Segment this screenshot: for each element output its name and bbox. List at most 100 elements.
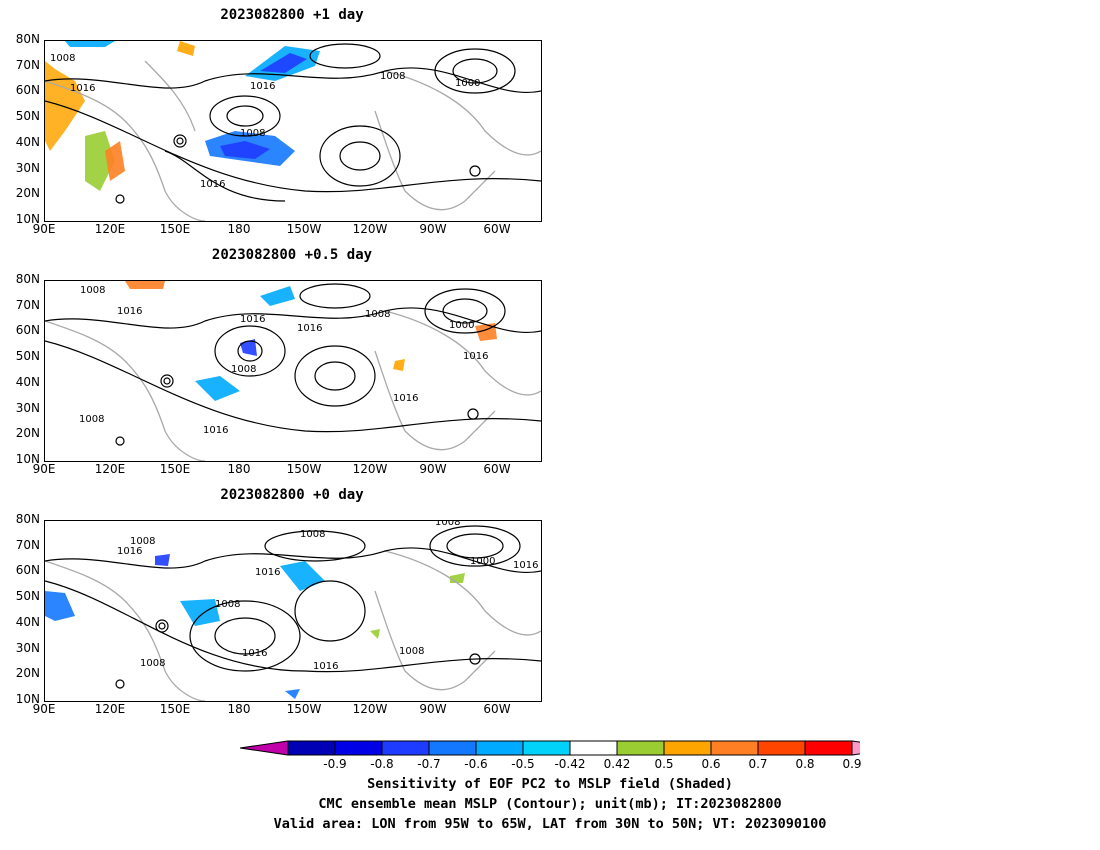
contour-label: 1008 [50, 53, 75, 64]
lat-tick-label: 30N [15, 400, 40, 415]
lat-tick-label: 80N [15, 32, 40, 46]
lon-tick-label: 120E [94, 462, 126, 476]
colorbar-box [804, 740, 853, 756]
contour-label: 1016 [513, 560, 538, 571]
lon-tick-label: 120E [94, 222, 126, 236]
contour-label: 1016 [200, 179, 225, 190]
colorbar-box [710, 740, 759, 756]
lon-tick-label: 60W [483, 222, 511, 236]
contour-label: 1016 [70, 83, 95, 94]
contour-label: 1008 [79, 414, 104, 425]
colorbar-box [381, 740, 430, 756]
map-panel-3: 1008 1016 1008 1016 1008 1016 1016 1008 … [44, 520, 542, 702]
contour-label: 1016 [250, 81, 275, 92]
lon-tick-label: 90E [32, 462, 56, 476]
lon-tick-label: 90W [419, 702, 447, 716]
lat-tick-label: 80N [15, 272, 40, 286]
contour-label: 1016 [117, 306, 142, 317]
colorbar-tick-label: 0.8 [795, 757, 815, 771]
lat-tick-label: 30N [15, 160, 40, 175]
lon-tick-label: 150E [159, 702, 191, 716]
map-panel-1: 1008 1016 1016 1008 1016 1000 1008 [44, 40, 542, 222]
contour-label: 1008 [399, 646, 424, 657]
colorbar-tick-label: -0.7 [417, 757, 441, 771]
lat-tick-label: 40N [15, 374, 40, 389]
contour-label: 1008 [300, 529, 325, 540]
contour-label: 1016 [393, 393, 418, 404]
lat-tick-label: 60N [15, 563, 40, 578]
lat-tick-label: 80N [15, 512, 40, 526]
contour-label: 1008 [215, 599, 240, 610]
lon-tick-label: 90E [32, 222, 56, 236]
lat-tick-label: 70N [15, 537, 40, 552]
contour-label: 1008 [80, 285, 105, 296]
lat-tick-label: 60N [15, 323, 40, 338]
colorbar-box [757, 740, 806, 756]
colorbar-tick-label: 0.42 [603, 757, 631, 771]
lat-tick-label: 50N [15, 109, 40, 124]
lat-tick-label: 10N [15, 691, 40, 706]
colorbar-box [428, 740, 477, 756]
colorbar-box [569, 740, 618, 756]
colorbar-arrow-right [851, 740, 860, 756]
contour-label: 1016 [463, 351, 488, 362]
map-plot-3: 1008 1016 1008 1016 1008 1016 1016 1008 … [45, 521, 541, 701]
colorbar-box [475, 740, 524, 756]
caption-line-2: CMC ensemble mean MSLP (Contour); unit(m… [318, 796, 782, 812]
lon-tick-label: 90W [419, 222, 447, 236]
contour-label: 1008 [231, 364, 256, 375]
panel-title-2: 2023082800 +0.5 day [211, 247, 373, 263]
colorbar-box [287, 740, 336, 756]
colorbar-box [616, 740, 665, 756]
colorbar-tick-label: -0.6 [464, 757, 488, 771]
colorbar-tick-label: -0.8 [370, 757, 394, 771]
lon-tick-label: 60W [483, 702, 511, 716]
lon-tick-label: 60W [483, 462, 511, 476]
lon-tick-label: 120W [352, 462, 388, 476]
lat-tick-label: 50N [15, 589, 40, 604]
panel-title-1: 2023082800 +1 day [220, 7, 364, 23]
contour-label: 1000 [455, 78, 480, 89]
contour-label: 1016 [297, 323, 322, 334]
lon-tick-label: 150W [286, 462, 322, 476]
colorbar-tick-label: -0.5 [511, 757, 535, 771]
contour-label: 1000 [449, 320, 474, 331]
contour-label: 1016 [117, 546, 142, 557]
lat-tick-label: 20N [15, 426, 40, 441]
contour-label: 1008 [435, 521, 460, 528]
contour-label: 1008 [240, 128, 265, 139]
lat-tick-label: 20N [15, 666, 40, 681]
caption-line-1: Sensitivity of EOF PC2 to MSLP field (Sh… [367, 776, 733, 792]
lat-tick-label: 10N [15, 451, 40, 466]
contour-label: 1000 [470, 556, 495, 567]
lat-tick-label: 70N [15, 297, 40, 312]
lon-tick-label: 90E [32, 702, 56, 716]
lon-tick-label: 150E [159, 222, 191, 236]
colorbar-box [522, 740, 571, 756]
lon-tick-label: 180 [227, 702, 251, 716]
colorbar-arrow-left [240, 740, 289, 756]
colorbar-tick-label: 0.6 [701, 757, 721, 771]
lat-tick-label: 70N [15, 57, 40, 72]
lat-tick-label: 40N [15, 134, 40, 149]
lon-tick-label: 90W [419, 462, 447, 476]
lat-tick-label: 60N [15, 83, 40, 98]
contour-label: 1008 [365, 309, 390, 320]
lon-tick-label: 150W [286, 702, 322, 716]
colorbar-tick-label: -0.9 [323, 757, 347, 771]
contour-label: 1008 [130, 536, 155, 547]
map-plot-1: 1008 1016 1016 1008 1016 1000 1008 [45, 41, 541, 221]
map-plot-2: 1008 1016 1016 1016 1008 1016 1008 1000 … [45, 281, 541, 461]
lon-tick-label: 120E [94, 702, 126, 716]
caption-line-3: Valid area: LON from 95W to 65W, LAT fro… [273, 816, 827, 832]
lat-tick-label: 30N [15, 640, 40, 655]
lat-tick-label: 20N [15, 186, 40, 201]
lon-tick-label: 120W [352, 222, 388, 236]
lon-tick-label: 120W [352, 702, 388, 716]
map-panel-2: 1008 1016 1016 1016 1008 1016 1008 1000 … [44, 280, 542, 462]
contour-label: 1016 [255, 567, 280, 578]
contour-label: 1016 [242, 648, 267, 659]
contour-label: 1016 [313, 661, 338, 672]
lon-tick-label: 180 [227, 222, 251, 236]
colorbar-box [334, 740, 383, 756]
